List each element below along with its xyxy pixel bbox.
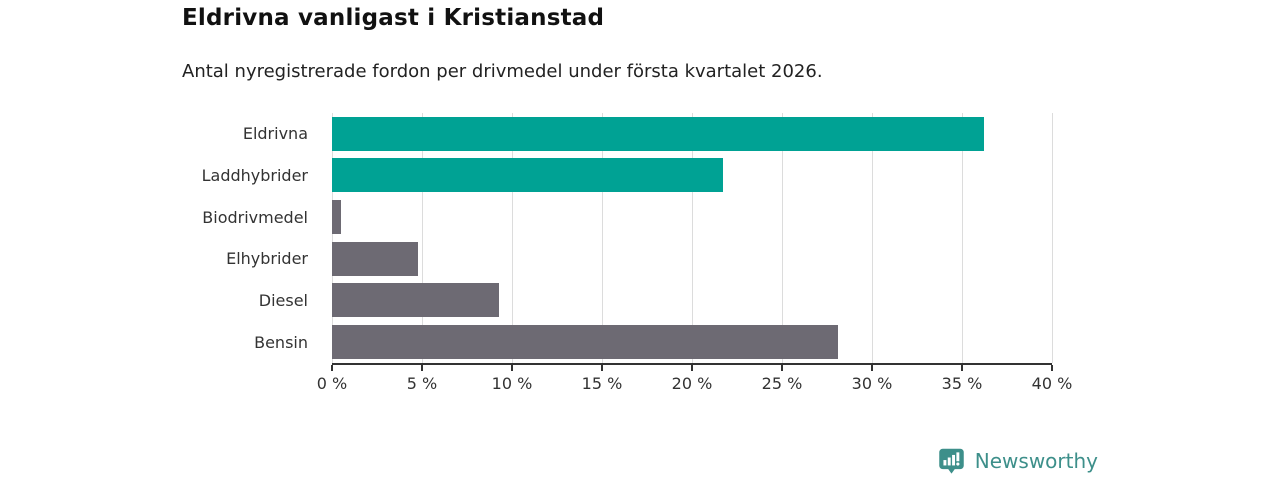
category-label: Laddhybrider <box>201 165 308 185</box>
axis-tick-label: 15 % <box>581 374 623 393</box>
bar-biodrivmedel <box>332 200 341 235</box>
axis-tick <box>421 365 423 371</box>
bar-row <box>332 238 1052 280</box>
gridline <box>1052 113 1053 363</box>
bar-series <box>332 113 1052 363</box>
axis-tick <box>781 365 783 371</box>
axis-tick <box>961 365 963 371</box>
axis-tick-label: 0 % <box>316 374 348 393</box>
axis-tick <box>871 365 873 371</box>
category-label: Biodrivmedel <box>202 207 308 227</box>
bar-diesel <box>332 283 500 318</box>
gridline <box>782 113 783 363</box>
axis-tick <box>601 365 603 371</box>
axis-tick-label: 40 % <box>1031 374 1073 393</box>
newsworthy-wordmark: Newsworthy <box>974 449 1098 473</box>
axis-tick <box>511 365 513 371</box>
bar-row <box>332 196 1052 238</box>
gridline <box>422 113 423 363</box>
plot-area <box>332 113 1053 365</box>
gridline <box>332 113 333 363</box>
category-label: Eldrivna <box>242 124 308 144</box>
chart-subtitle: Antal nyregistrerade fordon per drivmede… <box>182 61 823 82</box>
bar-row <box>332 280 1052 322</box>
category-label: Bensin <box>254 332 308 352</box>
bar-row <box>332 321 1052 363</box>
axis-tick-label: 25 % <box>761 374 803 393</box>
axis-tick-label: 20 % <box>671 374 713 393</box>
bar-row <box>332 155 1052 197</box>
gridline <box>512 113 513 363</box>
axis-tick-label: 30 % <box>851 374 893 393</box>
bar-laddhybrider <box>332 158 723 193</box>
category-axis-labels: Eldrivna Laddhybrider Biodrivmedel Elhybrid… <box>0 113 320 363</box>
bar-eldrivna <box>332 116 984 151</box>
newsworthy-logo-icon <box>937 447 966 475</box>
bar-bensin <box>332 325 838 360</box>
chart-title: Eldrivna vanligast i Kristianstad <box>182 5 605 31</box>
gridline <box>962 113 963 363</box>
bar-elhybrider <box>332 241 419 276</box>
axis-tick <box>691 365 693 371</box>
gridline <box>872 113 873 363</box>
gridline <box>692 113 693 363</box>
bar-row <box>332 113 1052 155</box>
footer-branding: Newsworthy <box>937 447 1098 475</box>
category-label: Elhybrider <box>226 249 308 269</box>
axis-tick-label: 10 % <box>491 374 533 393</box>
axis-tick-label: 35 % <box>941 374 983 393</box>
axis-tick <box>1051 365 1053 371</box>
gridline <box>602 113 603 363</box>
axis-tick-label: 5 % <box>406 374 438 393</box>
x-axis: 0 % 5 % 10 % 15 % 20 % 25 % 30 % 35 % 40 % <box>317 365 1072 405</box>
category-label: Diesel <box>258 290 308 310</box>
axis-tick <box>331 365 333 371</box>
